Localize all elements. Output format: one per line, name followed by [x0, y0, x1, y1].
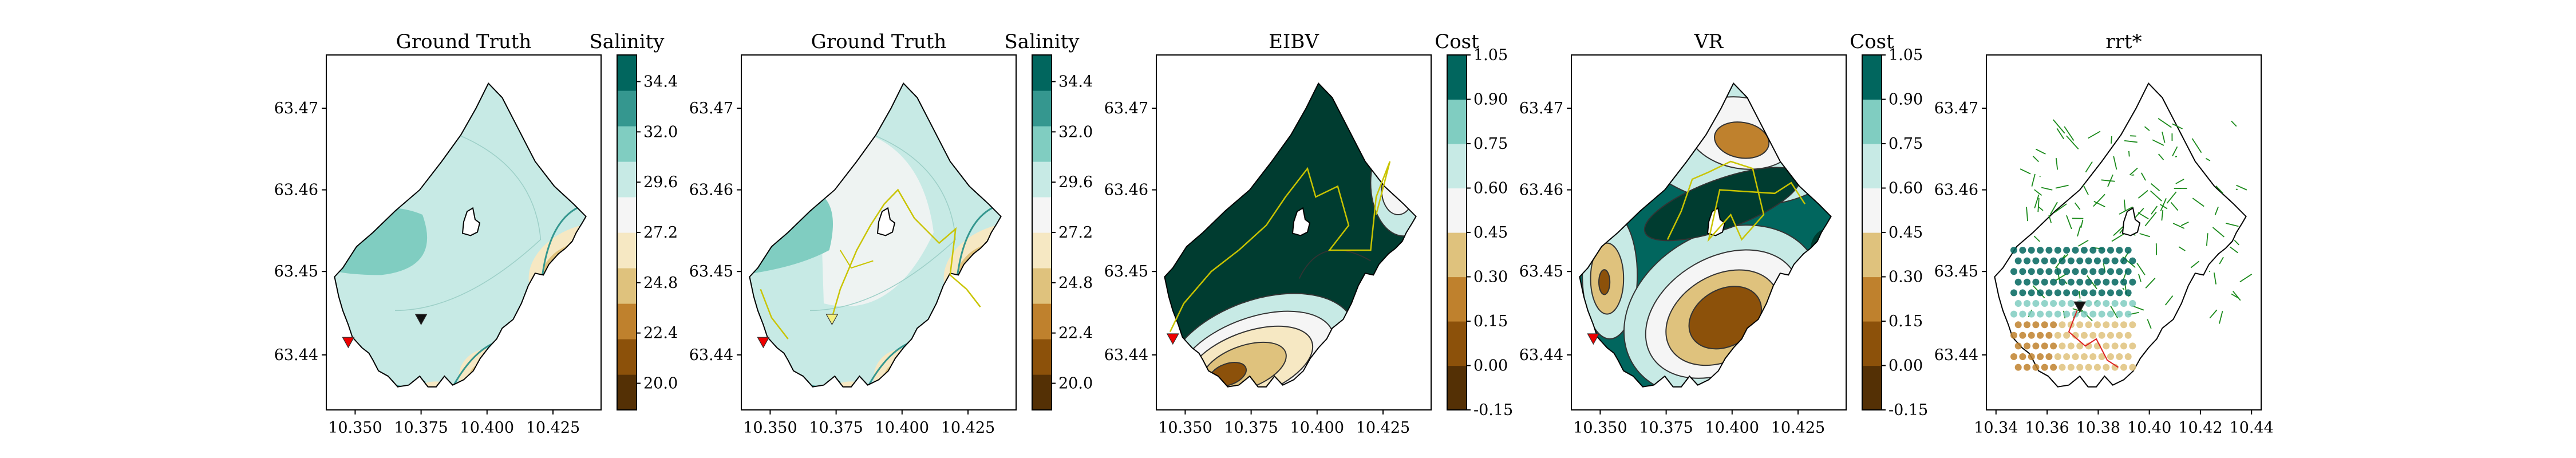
- y-tick-label: 63.44: [1519, 346, 1563, 364]
- x-tick-label: 10.350: [1573, 419, 1627, 437]
- colorbar-tick-label: 0.60: [1473, 180, 1508, 198]
- x-tick-label: 10.375: [1224, 419, 1278, 437]
- colorbar-tick-label: 27.2: [1058, 224, 1093, 242]
- end-marker: [825, 314, 839, 326]
- x-tick-label: 10.425: [1771, 419, 1825, 437]
- y-tick-label: 63.44: [689, 346, 733, 364]
- y-tick-label: 63.45: [1104, 263, 1148, 281]
- colorbar-tick-label: 32.0: [1058, 123, 1093, 141]
- colorbar-label: Salinity: [1005, 30, 1080, 53]
- colorbar-tick-label: 29.6: [1058, 173, 1093, 191]
- y-tick-label: 63.45: [1519, 263, 1563, 281]
- colorbar-tick-label: 20.0: [1058, 375, 1093, 393]
- colorbar-tick-label: 24.8: [643, 274, 678, 292]
- panel-title: rrt*: [2105, 30, 2142, 53]
- y-tick-label: 63.46: [1519, 181, 1563, 199]
- colorbar-tick-label: 27.2: [643, 224, 678, 242]
- colorbar-label: Cost: [1850, 30, 1894, 53]
- y-tick-label: 63.47: [274, 100, 318, 117]
- colorbar-tick-label: 1.05: [1888, 46, 1923, 64]
- colorbar-tick-label: 1.05: [1473, 46, 1508, 64]
- y-tick-label: 63.45: [689, 263, 733, 281]
- x-tick-label: 10.350: [743, 419, 797, 437]
- x-tick-label: 10.350: [1158, 419, 1212, 437]
- x-tick-label: 10.38: [2076, 419, 2120, 437]
- x-tick-label: 10.400: [1290, 419, 1344, 437]
- y-tick-label: 63.44: [1104, 346, 1148, 364]
- end-marker: [414, 314, 428, 326]
- colorbar-label: Salinity: [590, 30, 665, 53]
- colorbar-tick-label: 22.4: [1058, 325, 1093, 342]
- colorbar-tick-label: 0.00: [1888, 357, 1923, 375]
- colorbar-tick-label: 29.6: [643, 173, 678, 191]
- start-marker: [342, 337, 355, 349]
- x-tick-label: 10.375: [1639, 419, 1693, 437]
- panel-title: Ground Truth: [811, 30, 947, 53]
- colorbar-tick-label: 0.60: [1888, 180, 1923, 198]
- colorbar-tick-label: 22.4: [643, 325, 678, 342]
- colorbar-tick-label: 0.15: [1888, 313, 1923, 330]
- x-tick-label: 10.400: [875, 419, 929, 437]
- colorbar-tick-label: 0.75: [1473, 135, 1508, 153]
- colorbar-tick-label: 0.00: [1473, 357, 1508, 375]
- start-marker: [1587, 333, 1600, 345]
- x-tick-label: 10.375: [394, 419, 448, 437]
- panel-4: VR 10.350 10.375 10.400 10.425 63.47 63.46 63.4…: [1519, 30, 1929, 437]
- colorbar-tick-label: 20.0: [643, 375, 678, 393]
- y-tick-label: 63.47: [1519, 100, 1563, 117]
- x-tick-label: 10.400: [1705, 419, 1759, 437]
- x-tick-label: 10.425: [941, 419, 995, 437]
- y-tick-label: 63.44: [274, 346, 318, 364]
- x-tick-label: 10.425: [526, 419, 580, 437]
- panel-2: Ground Truth 10.350 10.375 10.400 10.425 63.4…: [689, 30, 1093, 437]
- start-marker: [757, 337, 770, 349]
- panel-title: VR: [1694, 30, 1724, 53]
- y-tick-label: 63.46: [1934, 181, 1978, 199]
- start-marker: [1166, 333, 1179, 345]
- panel-3: EIBV 10.350 10.375 10.400 10.425 63.47 63.46 63…: [1104, 30, 1514, 437]
- colorbar-tick-label: 0.90: [1888, 91, 1923, 109]
- panel-title: EIBV: [1269, 30, 1319, 53]
- colorbar-tick-label: 24.8: [1058, 274, 1093, 292]
- x-tick-label: 10.375: [809, 419, 863, 437]
- panel-5: rrt* 10.34 10.36 10.38 10.40 10.42 10.44 63.47 6…: [1934, 30, 2274, 437]
- x-tick-label: 10.40: [2127, 419, 2171, 437]
- panel-1: Ground Truth 10.350 10.375 10.400 10.425 63.4…: [274, 30, 678, 437]
- colorbar-label: Cost: [1435, 30, 1479, 53]
- y-tick-label: 63.47: [689, 100, 733, 117]
- y-tick-label: 63.45: [274, 263, 318, 281]
- colorbar-tick-label: 0.15: [1473, 313, 1508, 330]
- x-tick-label: 10.34: [1974, 419, 2018, 437]
- colorbar-tick-label: 0.30: [1888, 269, 1923, 286]
- colorbar-tick-label: 34.4: [643, 73, 678, 91]
- colorbar-tick-label: 0.45: [1473, 224, 1508, 242]
- y-tick-label: 63.46: [689, 181, 733, 199]
- x-tick-label: 10.400: [460, 419, 514, 437]
- y-tick-label: 63.45: [1934, 263, 1978, 281]
- y-tick-label: 63.47: [1104, 100, 1148, 117]
- colorbar-tick-label: 0.75: [1888, 135, 1923, 153]
- x-tick-label: 10.425: [1356, 419, 1410, 437]
- x-tick-label: 10.350: [328, 419, 382, 437]
- colorbar-tick-label: 0.90: [1473, 91, 1508, 109]
- colorbar-tick-label: 32.0: [643, 123, 678, 141]
- x-tick-label: 10.36: [2025, 419, 2069, 437]
- colorbar-tick-label: -0.15: [1473, 401, 1513, 419]
- y-tick-label: 63.47: [1934, 100, 1978, 117]
- colorbar-tick-label: 0.30: [1473, 269, 1508, 286]
- y-tick-label: 63.46: [274, 181, 318, 199]
- x-tick-label: 10.42: [2178, 419, 2222, 437]
- y-tick-label: 63.46: [1104, 181, 1148, 199]
- y-tick-label: 63.44: [1934, 346, 1978, 364]
- end-marker: [2073, 301, 2087, 313]
- x-tick-label: 10.44: [2230, 419, 2274, 437]
- colorbar-tick-label: 0.45: [1888, 224, 1923, 242]
- colorbar-tick-label: -0.15: [1888, 401, 1928, 419]
- colorbar-tick-label: 34.4: [1058, 73, 1093, 91]
- panel-title: Ground Truth: [396, 30, 532, 53]
